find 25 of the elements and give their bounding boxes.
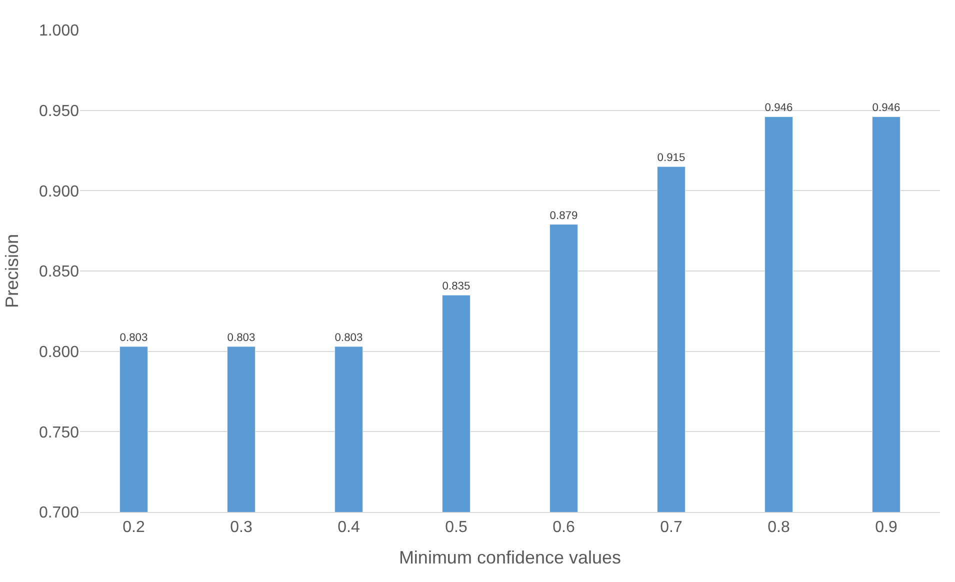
- y-tick-label: 0.900: [38, 183, 80, 200]
- x-axis-title: Minimum confidence values: [398, 547, 622, 568]
- x-tick-label: 0.8: [768, 519, 790, 536]
- y-tick-label: 0.850: [38, 264, 80, 281]
- x-tick-label: 0.4: [338, 519, 360, 536]
- data-label: 0.803: [227, 332, 256, 344]
- data-label: 0.946: [764, 102, 793, 114]
- y-tick-label: 0.750: [38, 424, 80, 442]
- y-axis-title: Precision: [2, 234, 22, 308]
- x-tick-label: 0.5: [445, 519, 468, 536]
- y-tick-label: 0.800: [38, 344, 80, 361]
- x-tick-label: 0.6: [552, 519, 575, 536]
- data-label: 0.803: [334, 332, 363, 344]
- y-tick-label: 0.700: [38, 504, 80, 522]
- x-tick-label: 0.9: [875, 519, 898, 536]
- data-label: 0.946: [872, 102, 900, 114]
- y-tick-label: 0.950: [38, 102, 80, 120]
- data-label: 0.915: [657, 152, 686, 164]
- data-label: 0.803: [120, 332, 148, 344]
- data-label: 0.879: [550, 210, 578, 222]
- y-tick-label: 1.000: [38, 22, 80, 40]
- x-tick-label: 0.7: [660, 519, 682, 536]
- x-tick-label: 0.3: [230, 519, 252, 536]
- x-tick-label: 0.2: [122, 519, 145, 536]
- data-label: 0.835: [442, 280, 470, 292]
